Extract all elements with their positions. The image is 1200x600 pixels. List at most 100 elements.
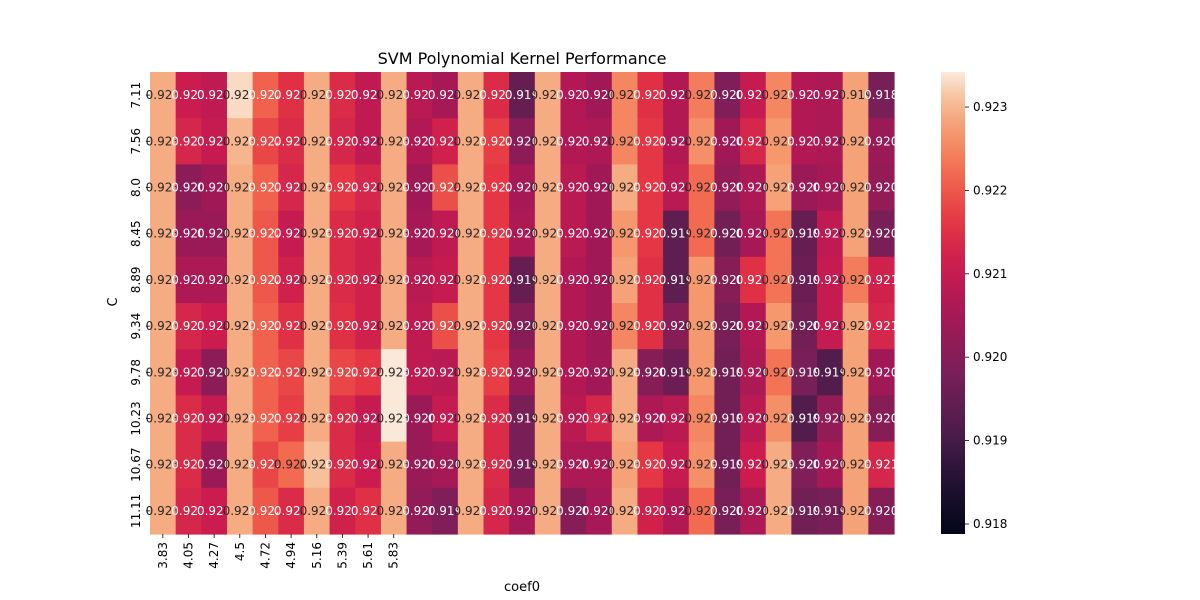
cell-value-label: 0.919 [505,88,539,102]
heatmap-cell [432,487,459,535]
cell-value-label: 0.922 [351,365,385,379]
heatmap-cell [714,256,741,304]
heatmap-cell [329,72,356,119]
heatmap-cell [201,395,228,443]
heatmap-cell [509,118,536,165]
cell-value-label: 0.919 [787,365,821,379]
y-tick-label: 8.0 [129,178,143,197]
y-tick-label: 8.89 [129,267,143,294]
heatmap-cell [483,164,510,212]
cell-value-label: 0.923 [146,181,180,195]
heatmap-cell [791,256,818,304]
cell-value-label: 0.921 [813,319,847,333]
colorbar-tick-label: 0.922 [973,183,1007,197]
heatmap-cell [740,164,767,212]
heatmap-cell [817,349,844,396]
heatmap-cell [637,487,664,535]
heatmap-cell [406,441,433,489]
heatmap-cell [303,118,331,165]
heatmap-cell [252,72,279,119]
cell-value-label: 0.920 [556,504,590,518]
cell-value-label: 0.921 [171,319,205,333]
heatmap-cell [380,303,408,350]
cell-value-label: 0.920 [736,365,770,379]
heatmap-cell [380,256,408,304]
cell-value-label: 0.923 [530,88,564,102]
cell-value-label: 0.920 [171,227,205,241]
heatmap-cell [329,349,356,396]
cell-value-label: 0.921 [351,458,385,472]
cell-value-label: 0.920 [710,88,744,102]
cell-value-label: 0.923 [530,365,564,379]
heatmap-cell [278,118,305,165]
heatmap-cell [175,487,202,535]
heatmap-cell [329,210,356,258]
cell-value-label: 0.919 [787,273,821,287]
cell-value-label: 0.920 [197,458,231,472]
cell-value-label: 0.923 [454,181,488,195]
cell-value-label: 0.920 [787,181,821,195]
heatmap-cell [329,395,356,443]
x-tick-label: 3.83 [156,542,170,569]
cell-value-label: 0.923 [454,504,488,518]
cell-value-label: 0.921 [633,227,667,241]
heatmap-cell [226,303,254,350]
cell-value-label: 0.921 [813,88,847,102]
cell-value-label: 0.920 [813,181,847,195]
cell-value-label: 0.920 [171,181,205,195]
heatmap-cell [226,395,254,443]
heatmap-cell [432,395,459,443]
cell-value-label: 0.922 [248,504,282,518]
heatmap-cell [765,210,792,258]
cell-value-label: 0.921 [197,319,231,333]
heatmap-cell [201,487,228,535]
cell-value-label: 0.921 [556,181,590,195]
heatmap-cell [278,303,305,350]
cell-value-label: 0.919 [710,458,744,472]
colorbar-gradient [941,72,965,534]
heatmap-cell [586,441,613,489]
cell-value-label: 0.923 [300,458,334,472]
cell-value-label: 0.923 [607,412,641,426]
heatmap-cell [842,72,869,119]
cell-value-label: 0.923 [300,88,334,102]
cell-value-label: 0.921 [556,88,590,102]
heatmap-cell [226,118,254,165]
heatmap-cell [868,487,895,535]
cell-value-label: 0.921 [402,365,436,379]
heatmap-cell [432,303,459,350]
heatmap-cell [714,72,741,119]
heatmap-cell [150,303,177,350]
heatmap-cell [791,118,818,165]
cell-value-label: 0.922 [684,181,718,195]
cell-value-label: 0.920 [633,412,667,426]
colorbar-ticks: 0.918 0.919 0.920 0.921 0.922 0.923 [965,100,1007,531]
heatmap-cell [278,72,305,119]
heatmap-cell [150,210,177,258]
heatmap-cell [688,303,716,350]
cell-value-label: 0.921 [325,319,359,333]
cell-value-label: 0.920 [633,365,667,379]
heatmap-cell [688,349,716,396]
cell-value-label: 0.921 [402,181,436,195]
heatmap-cell [868,210,895,258]
heatmap-cell [817,118,844,165]
cell-value-label: 0.921 [864,458,898,472]
cell-value-label: 0.923 [300,181,334,195]
cell-value-label: 0.922 [684,412,718,426]
cell-value-label: 0.921 [402,134,436,148]
heatmap-cell [842,441,869,489]
cell-value-label: 0.919 [505,273,539,287]
heatmap-cell [611,349,639,396]
heatmap-cell [355,303,382,350]
heatmap-cell [303,441,331,489]
cell-value-label: 0.920 [505,365,539,379]
heatmap-cell [355,395,382,443]
heatmap-cell [509,210,536,258]
cell-value-label: 0.923 [223,134,257,148]
heatmap-cell [303,164,331,212]
heatmap-cell [688,164,716,212]
cell-value-label: 0.919 [659,365,693,379]
heatmap-cell [201,303,228,350]
cell-value-label: 0.921 [351,504,385,518]
